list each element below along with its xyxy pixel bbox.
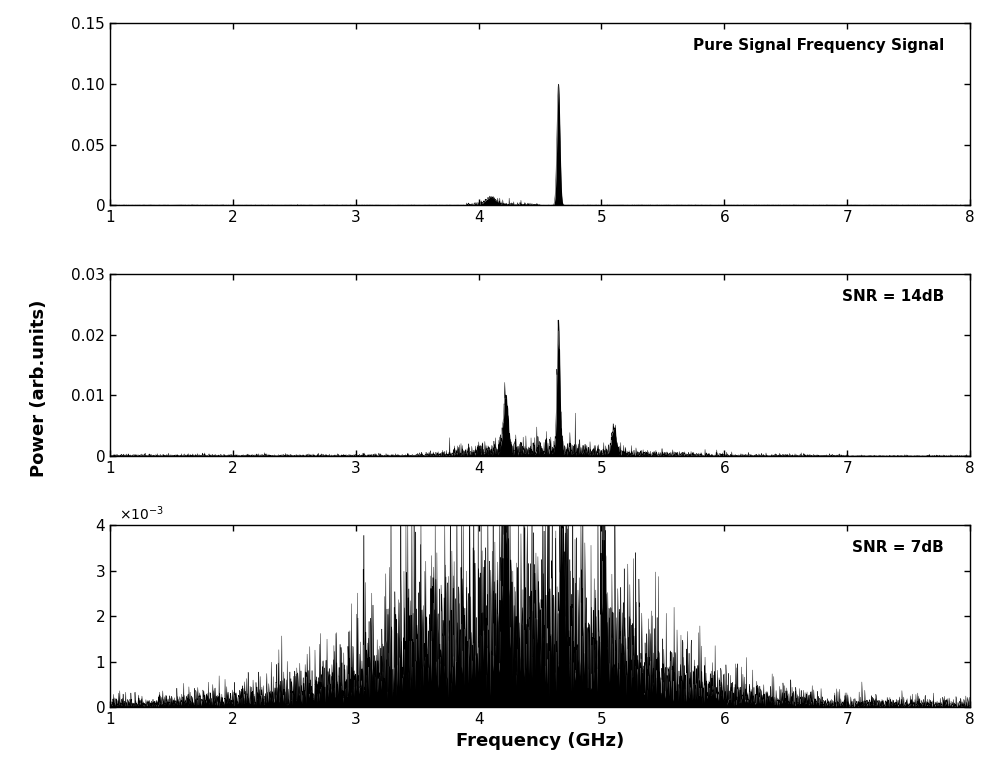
X-axis label: Frequency (GHz): Frequency (GHz) [456, 733, 624, 751]
Text: Power (arb.units): Power (arb.units) [30, 300, 48, 477]
Text: Pure Signal Frequency Signal: Pure Signal Frequency Signal [693, 38, 944, 53]
Text: $\times10^{-3}$: $\times10^{-3}$ [119, 505, 164, 524]
Text: SNR = 14dB: SNR = 14dB [842, 289, 944, 304]
Text: SNR = 7dB: SNR = 7dB [852, 540, 944, 555]
